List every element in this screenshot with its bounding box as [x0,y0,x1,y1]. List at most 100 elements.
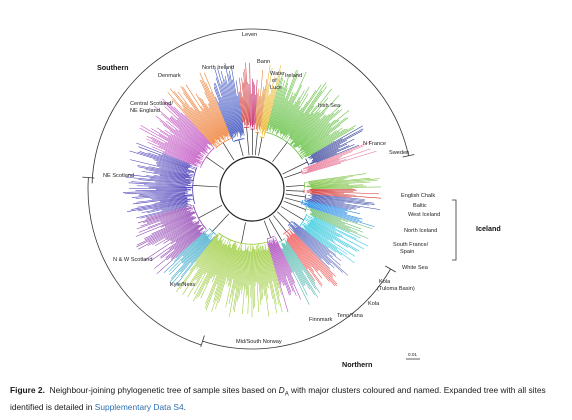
leaf-branch [165,227,204,258]
leaf-branch [307,215,357,240]
cluster-base-arc [192,167,198,204]
leaf-branch [152,194,193,200]
leaf-branch [268,88,282,131]
leaf-branch [203,238,225,275]
leaf-branch [164,214,193,228]
leaf-branch [294,115,327,148]
leaf-branch [305,218,340,238]
leaf-branch [263,76,275,132]
leaf-branch [190,235,223,286]
cluster-stem [273,215,287,232]
leaf-branch [293,221,337,256]
leaf-branch [289,225,335,269]
leaf-branch [271,82,289,130]
cluster-base-arc [233,138,245,142]
leaf-branch [292,118,321,147]
leaf-branch [304,127,354,158]
tree-branches [82,62,415,347]
leaf-branch [164,150,198,166]
leaf-branch [281,242,306,287]
leaf-branch [131,181,191,186]
cluster-base-arc [259,136,265,139]
leaf-branch [136,216,197,248]
leaf-branch [255,88,260,130]
leaf-branch [149,177,192,183]
leaf-branch [148,186,192,189]
leaf-branch [131,193,188,198]
leaf-branch [160,228,199,258]
phylogenetic-tree-figure: Southern Northern Iceland Leven Bann Wat… [82,28,501,369]
leaf-branch [287,238,323,287]
leaf-branch [271,74,290,128]
leaf-branch [301,124,356,159]
group-label-northern: Northern [342,360,372,369]
leaf-branch [214,247,232,296]
leaf-branch [162,211,195,225]
leaf-branch [291,234,337,287]
leaf-branch [281,100,301,134]
leaf-branch [311,211,364,233]
cluster-label-baltic: Baltic [413,203,427,209]
leaf-branch [279,104,294,133]
leaf-branch [309,139,347,160]
leaf-branch [205,245,231,311]
caption-supplementary-link[interactable]: Supplementary Data S4 [94,401,184,412]
leaf-branch [194,109,220,145]
cluster-label-n-france: N France [363,141,386,147]
leaf-branch [311,143,348,161]
leaf-branch [253,249,256,287]
leaf-branch [169,88,218,147]
leaf-branch [303,222,356,257]
leaf-branch [122,190,187,193]
leaf-branch [166,121,207,154]
leaf-branch [183,92,218,140]
leaf-branch [265,70,282,133]
leaf-branch [228,250,240,304]
leaf-branch [267,247,279,288]
leaf-branch [289,237,323,279]
leaf-branch [311,212,350,229]
leaf-branch [162,154,192,167]
cluster-stem [212,213,230,232]
leaf-branch [215,83,234,135]
cluster-base-arc [266,235,275,240]
cluster-label-central-scotland: Central Scotland/NE England [130,101,173,114]
leaf-branch [136,185,193,188]
leaf-branch [208,102,227,138]
leaf-branch [229,247,239,286]
leaf-branch [306,190,379,195]
leaf-branch [263,65,282,137]
leaf-branch [309,181,371,186]
leaf-branch [306,192,356,196]
leaf-branch [308,173,367,182]
cluster-label-leven: Leven [242,32,257,38]
leaf-branch [309,193,352,198]
leaf-branch [302,141,372,169]
cluster-stem [285,193,306,198]
leaf-branch [263,87,275,135]
cluster-label-south-france-spain: South France/Spain [393,242,429,255]
leaf-branch [241,77,246,120]
leaf-branch [291,113,314,141]
leaf-branch [309,144,355,165]
leaf-branch [243,248,247,286]
leaf-branch [201,79,228,137]
leaf-branch [182,240,219,295]
leaf-branch [198,240,218,268]
leaf-branch [184,114,213,146]
leaf-branch [306,199,356,210]
leaf-branch [136,142,190,165]
leaf-branch [190,107,216,140]
leaf-branch [309,222,358,252]
leaf-branch [294,95,340,144]
leaf-branch [171,223,200,242]
leaf-branch [310,185,367,188]
leaf-branch [289,231,338,285]
leaf-branch [247,82,250,123]
leaf-branch [167,141,197,159]
leaf-branch [200,105,220,137]
leaf-branch [312,148,339,162]
leaf-branch [138,146,196,169]
leaf-branch [175,234,219,292]
leaf-branch [256,245,262,306]
